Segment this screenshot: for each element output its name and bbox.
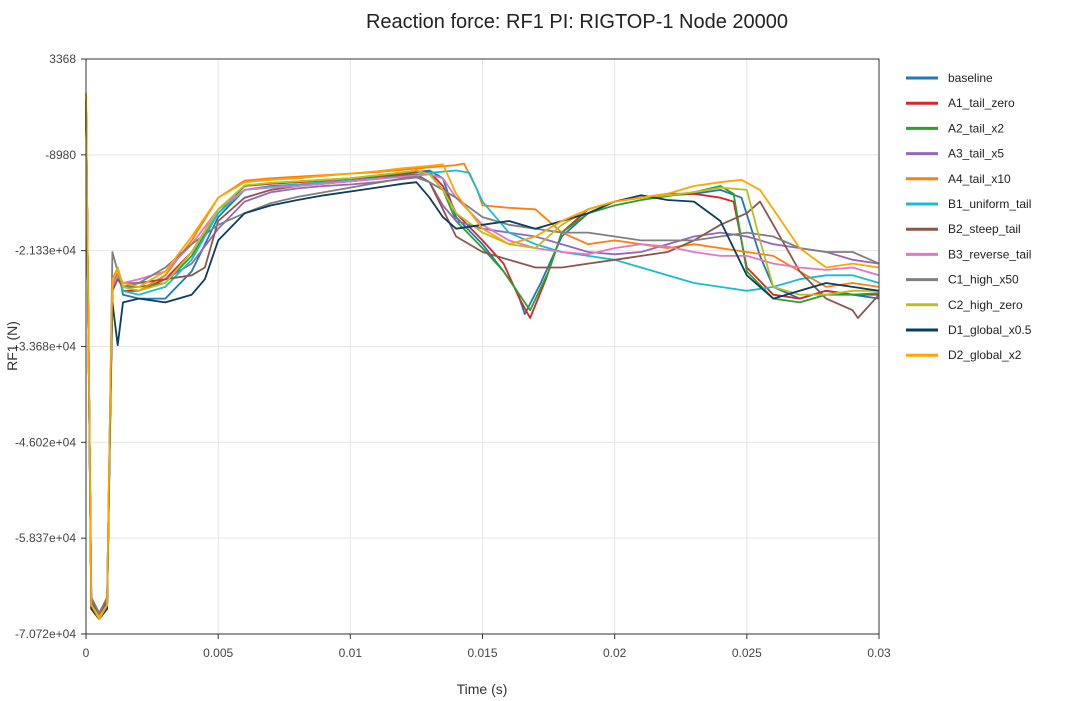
legend-item-A2_tail_x2[interactable]: A2_tail_x2 [906,121,1004,135]
legend-label: A3_tail_x5 [948,147,1004,161]
x-tick-label: 0.015 [467,646,497,660]
legend-item-C1_high_x50[interactable]: C1_high_x50 [906,273,1019,287]
legend-label: D1_global_x0.5 [948,323,1032,337]
legend-label: D2_global_x2 [948,348,1022,362]
legend-label: B2_steep_tail [948,222,1021,236]
legend-item-A3_tail_x5[interactable]: A3_tail_x5 [906,147,1004,161]
legend-label: baseline [948,71,993,85]
legend: baseline A1_tail_zero A2_tail_x2 A3_tail_x5… [906,71,1032,362]
series-line-D2_global_x2 [85,92,880,620]
y-tick-label: -3.368e+04 [15,340,76,354]
legend-label: C2_high_zero [948,298,1023,312]
chart-title: Reaction force: RF1 PI: RIGTOP-1 Node 20… [366,11,788,33]
y-axis-label: RF1 (N) [4,321,20,371]
legend-item-D1_global_x0.5[interactable]: D1_global_x0.5 [906,323,1032,337]
x-tick-label: 0 [83,646,90,660]
legend-item-A1_tail_zero[interactable]: A1_tail_zero [906,96,1015,110]
x-axis: 0 0.005 0.01 0.015 0.02 0.025 0.03 [83,634,891,660]
legend-label: C1_high_x50 [948,273,1019,287]
legend-label: A4_tail_x10 [948,172,1011,186]
x-axis-label: Time (s) [457,681,508,697]
legend-item-B3_reverse_tail[interactable]: B3_reverse_tail [906,247,1031,261]
series-line-D1_global_x0.5 [85,100,880,620]
x-tick-label: 0.01 [339,646,363,660]
legend-label: B3_reverse_tail [948,247,1031,261]
y-tick-label: -7.072e+04 [15,627,76,641]
legend-item-C2_high_zero[interactable]: C2_high_zero [906,298,1023,312]
legend-item-baseline[interactable]: baseline [906,71,993,85]
y-tick-label: -8980 [45,148,76,162]
x-tick-label: 0.02 [603,646,627,660]
x-tick-label: 0.005 [203,646,233,660]
y-tick-label: 3368 [49,52,76,66]
legend-item-D2_global_x2[interactable]: D2_global_x2 [906,348,1022,362]
y-axis: 3368 -8980 -2.133e+04 -3.368e+04 -4.602e+04 -… [15,52,86,641]
legend-label: B1_uniform_tail [948,197,1031,211]
legend-label: A2_tail_x2 [948,121,1004,135]
y-tick-label: -4.602e+04 [15,435,76,449]
y-tick-label: -5.837e+04 [15,531,76,545]
legend-item-B2_steep_tail[interactable]: B2_steep_tail [906,222,1021,236]
grid [85,58,880,635]
legend-label: A1_tail_zero [948,96,1015,110]
legend-item-A4_tail_x10[interactable]: A4_tail_x10 [906,172,1011,186]
x-tick-label: 0.03 [867,646,891,660]
y-tick-label: -2.133e+04 [15,244,76,258]
legend-item-B1_uniform_tail[interactable]: B1_uniform_tail [906,197,1031,211]
x-tick-label: 0.025 [732,646,762,660]
series-layer [85,92,880,620]
